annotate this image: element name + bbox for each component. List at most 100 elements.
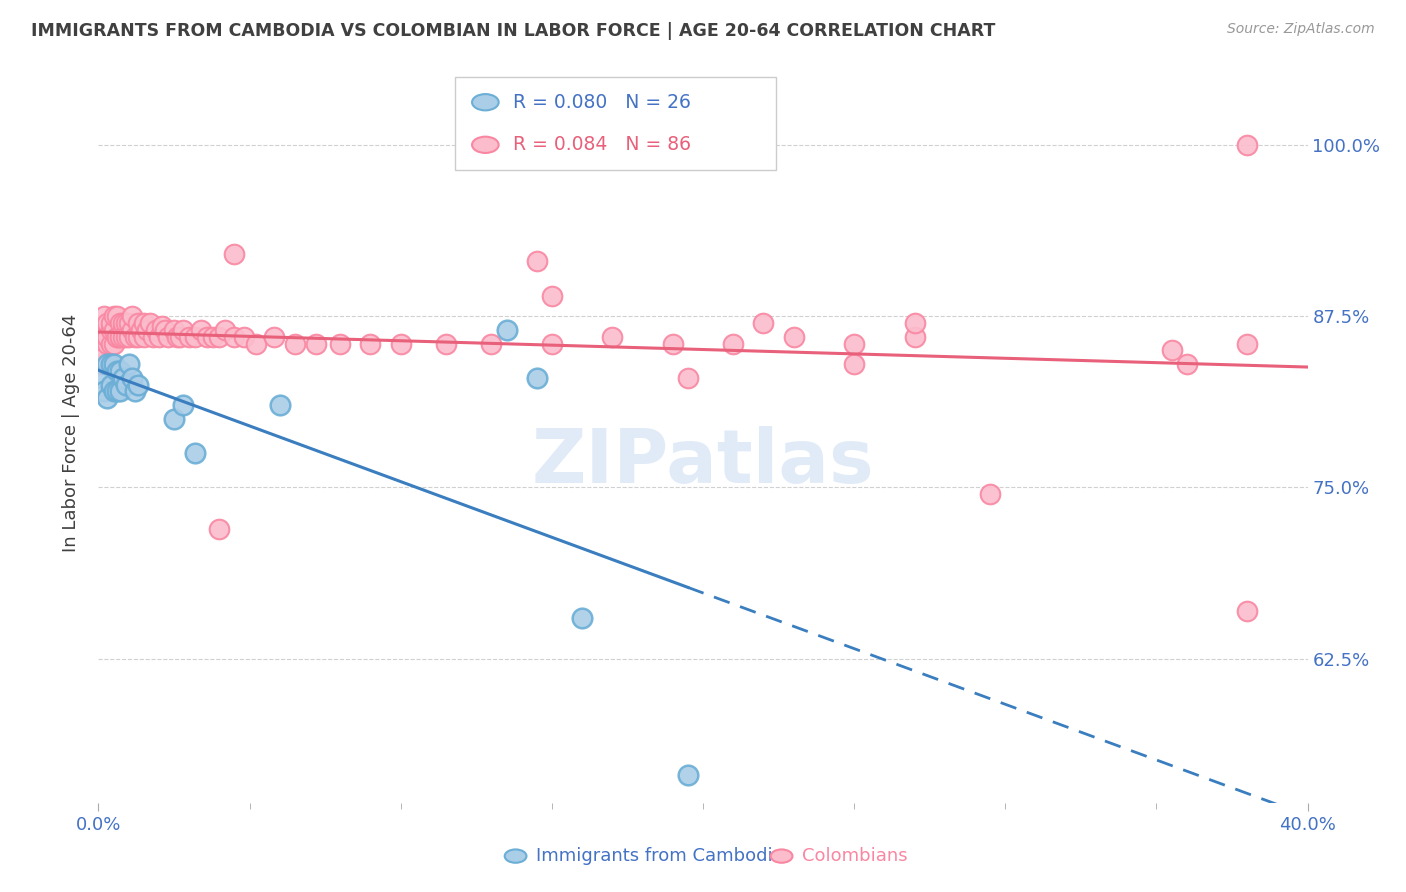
Point	[114, 316, 136, 330]
Point	[135, 323, 157, 337]
Point	[571, 611, 593, 625]
Point	[105, 384, 128, 399]
Point	[103, 384, 125, 399]
Point	[263, 329, 285, 343]
Point	[96, 357, 118, 371]
FancyBboxPatch shape	[456, 78, 776, 169]
Point	[224, 329, 246, 343]
Point	[360, 336, 382, 351]
Point	[389, 336, 412, 351]
Point	[526, 254, 548, 268]
Point	[495, 323, 517, 337]
Point	[121, 371, 143, 385]
Point	[245, 336, 267, 351]
Point	[156, 329, 179, 343]
Point	[127, 329, 149, 343]
Point	[676, 371, 699, 385]
Point	[103, 309, 125, 323]
Point	[150, 318, 173, 333]
Point	[540, 288, 562, 302]
Point	[93, 350, 115, 364]
Point	[163, 323, 186, 337]
Point	[105, 364, 128, 378]
Point	[103, 357, 125, 371]
Point	[179, 329, 201, 343]
Point	[100, 323, 122, 337]
Point	[752, 316, 775, 330]
Point	[184, 329, 207, 343]
Point	[100, 316, 122, 330]
Text: R = 0.084   N = 86: R = 0.084 N = 86	[513, 136, 692, 154]
Point	[111, 316, 134, 330]
Point	[100, 377, 122, 392]
Point	[118, 357, 141, 371]
Point	[305, 336, 328, 351]
Point	[100, 357, 122, 371]
Point	[208, 522, 231, 536]
Point	[139, 316, 162, 330]
Point	[153, 323, 176, 337]
Point	[108, 364, 131, 378]
Point	[90, 357, 112, 371]
Point	[904, 316, 927, 330]
Point	[111, 323, 134, 337]
Point	[93, 309, 115, 323]
Point	[124, 329, 146, 343]
Text: IMMIGRANTS FROM CAMBODIA VS COLOMBIAN IN LABOR FORCE | AGE 20-64 CORRELATION CHA: IMMIGRANTS FROM CAMBODIA VS COLOMBIAN IN…	[31, 22, 995, 40]
Point	[90, 371, 112, 385]
Point	[723, 336, 745, 351]
Point	[93, 384, 115, 399]
Point	[172, 398, 194, 412]
Point	[169, 329, 191, 343]
Circle shape	[472, 94, 499, 111]
Text: Source: ZipAtlas.com: Source: ZipAtlas.com	[1227, 22, 1375, 37]
Point	[208, 329, 231, 343]
Point	[1175, 357, 1198, 371]
Point	[105, 329, 128, 343]
Point	[114, 329, 136, 343]
Point	[540, 336, 562, 351]
Text: R = 0.080   N = 26: R = 0.080 N = 26	[513, 93, 690, 112]
Point	[329, 336, 352, 351]
Point	[195, 329, 218, 343]
Point	[100, 336, 122, 351]
Point	[132, 329, 155, 343]
Circle shape	[505, 849, 526, 863]
Point	[111, 329, 134, 343]
Point	[1160, 343, 1182, 358]
Point	[269, 398, 291, 412]
Point	[127, 316, 149, 330]
Point	[163, 412, 186, 426]
Text: ZIPatlas: ZIPatlas	[531, 425, 875, 499]
Point	[844, 357, 866, 371]
Point	[676, 768, 699, 782]
Point	[96, 392, 118, 406]
Point	[844, 336, 866, 351]
Point	[1236, 137, 1258, 152]
Point	[132, 316, 155, 330]
Point	[202, 329, 225, 343]
Point	[661, 336, 683, 351]
Point	[434, 336, 457, 351]
Circle shape	[770, 849, 793, 863]
Point	[121, 309, 143, 323]
Point	[103, 336, 125, 351]
Point	[129, 323, 152, 337]
Point	[481, 336, 503, 351]
Y-axis label: In Labor Force | Age 20-64: In Labor Force | Age 20-64	[62, 313, 80, 552]
Circle shape	[472, 136, 499, 153]
Point	[142, 329, 165, 343]
Point	[232, 329, 254, 343]
Point	[114, 377, 136, 392]
Point	[166, 329, 188, 343]
Point	[224, 247, 246, 261]
Point	[1236, 336, 1258, 351]
Text: Colombians: Colombians	[803, 847, 908, 865]
Point	[108, 384, 131, 399]
Text: Immigrants from Cambodia: Immigrants from Cambodia	[536, 847, 785, 865]
Point	[190, 323, 212, 337]
Point	[1236, 604, 1258, 618]
Point	[108, 329, 131, 343]
Point	[783, 329, 806, 343]
Point	[96, 336, 118, 351]
